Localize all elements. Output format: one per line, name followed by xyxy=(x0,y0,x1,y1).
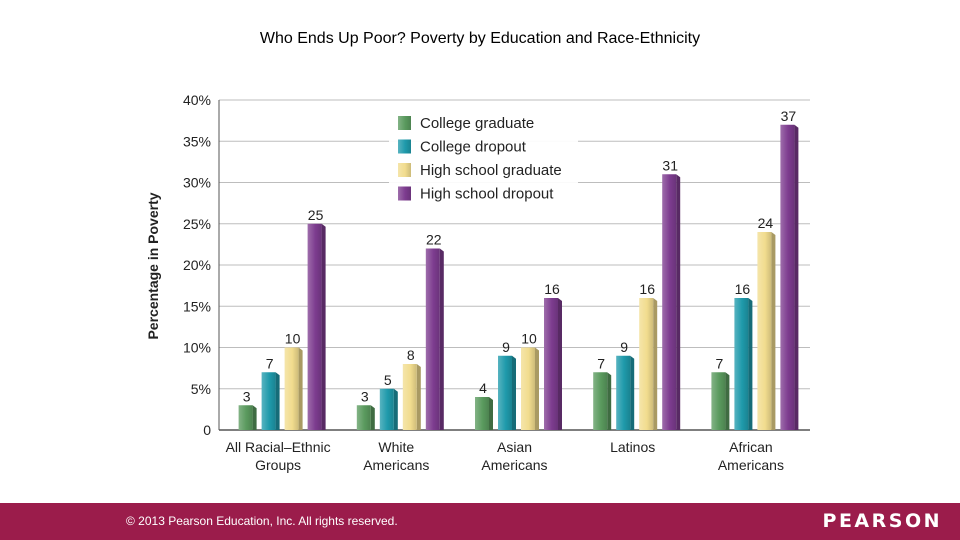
bar-side xyxy=(535,347,539,430)
bar-side xyxy=(653,298,658,430)
data-label: 9 xyxy=(502,339,510,355)
data-label: 16 xyxy=(639,281,655,297)
data-label: 8 xyxy=(407,347,415,363)
data-label: 24 xyxy=(758,215,774,231)
bar-side xyxy=(512,355,516,430)
bar-side xyxy=(558,298,562,430)
bar-side xyxy=(725,372,730,430)
bar xyxy=(307,223,322,430)
x-tick-label: Groups xyxy=(255,457,301,473)
bar-side xyxy=(489,397,493,430)
bar-side xyxy=(298,347,303,430)
bar-side xyxy=(748,298,753,430)
bar-side xyxy=(607,372,612,430)
data-label: 31 xyxy=(662,157,678,173)
bar-side xyxy=(439,248,444,430)
bar xyxy=(711,372,726,430)
bar xyxy=(521,347,535,430)
bar-side xyxy=(676,174,681,430)
data-label: 7 xyxy=(597,355,605,371)
pearson-logo: PEARSON xyxy=(822,510,942,532)
x-tick-label: Latinos xyxy=(610,439,655,455)
bar-side xyxy=(794,124,799,430)
x-tick-label: Asian xyxy=(497,439,532,455)
bar-side xyxy=(416,364,421,430)
x-tick-label: African xyxy=(729,439,773,455)
bar xyxy=(757,232,772,430)
bar-side xyxy=(630,355,635,430)
legend-label: College graduate xyxy=(420,115,534,132)
bar xyxy=(639,298,654,430)
y-tick-labels: 0 5% 10% 15% 20% 25% 30% 35% 40% xyxy=(183,92,211,438)
x-tick-label: Americans xyxy=(481,457,547,473)
data-label: 7 xyxy=(266,355,274,371)
bar xyxy=(425,248,440,430)
bar xyxy=(402,364,417,430)
y-tick-label: 20% xyxy=(183,257,211,273)
y-tick-label: 10% xyxy=(183,340,211,356)
y-axis-label: Percentage in Poverty xyxy=(145,192,161,339)
data-label: 37 xyxy=(781,108,797,124)
data-label: 22 xyxy=(426,232,442,248)
bar xyxy=(475,397,489,430)
data-label: 3 xyxy=(243,388,251,404)
data-label: 10 xyxy=(521,331,537,347)
data-label: 25 xyxy=(308,207,324,223)
bar xyxy=(593,372,608,430)
x-tick-labels: All Racial–Ethnic Groups White Americans Asi… xyxy=(226,439,784,473)
y-tick-label: 0 xyxy=(203,422,211,438)
y-tick-label: 40% xyxy=(183,92,211,108)
legend-swatch xyxy=(398,139,411,154)
x-tick-label: White xyxy=(378,439,414,455)
data-label: 16 xyxy=(544,281,560,297)
bar xyxy=(498,355,512,430)
bar xyxy=(544,298,558,430)
data-label: 9 xyxy=(620,339,628,355)
bar xyxy=(284,347,299,430)
bar xyxy=(734,298,749,430)
legend: College graduate College dropout High scho… xyxy=(389,108,578,206)
data-label: 10 xyxy=(285,331,301,347)
bars xyxy=(238,124,799,430)
bar-side xyxy=(252,405,257,430)
y-tick-label: 5% xyxy=(191,381,211,397)
bar xyxy=(662,174,677,430)
data-label: 16 xyxy=(735,281,751,297)
bar xyxy=(261,372,276,430)
y-tick-label: 35% xyxy=(183,133,211,149)
bar-side xyxy=(393,388,398,430)
poverty-bar-chart: 05%10%15%20%25%30%35%40% 371025358224910… xyxy=(145,92,810,473)
bar xyxy=(379,388,394,430)
bar xyxy=(356,405,371,430)
bar-side xyxy=(771,232,776,430)
legend-label: High school dropout xyxy=(420,186,554,203)
legend-label: High school graduate xyxy=(420,162,562,179)
legend-swatch xyxy=(398,163,411,177)
x-tick-label: Americans xyxy=(363,457,429,473)
x-tick-label: Americans xyxy=(718,457,784,473)
copyright-text: © 2013 Pearson Education, Inc. All right… xyxy=(126,514,398,528)
legend-swatch xyxy=(398,116,411,130)
legend-label: College dropout xyxy=(420,139,527,156)
bar xyxy=(780,124,795,430)
data-label: 5 xyxy=(384,372,392,388)
legend-swatch xyxy=(398,186,411,201)
y-tick-label: 30% xyxy=(183,175,211,191)
x-tick-label: All Racial–Ethnic xyxy=(226,439,331,455)
bar-side xyxy=(321,223,326,430)
footer-bar: © 2013 Pearson Education, Inc. All right… xyxy=(0,503,960,540)
y-tick-label: 25% xyxy=(183,216,211,232)
bar-side xyxy=(275,372,280,430)
bar-side xyxy=(370,405,375,430)
slide-title: Who Ends Up Poor? Poverty by Education a… xyxy=(259,30,701,47)
data-label: 4 xyxy=(479,380,487,396)
bar xyxy=(238,405,253,430)
data-label: 3 xyxy=(361,388,369,404)
bar xyxy=(616,355,631,430)
legend-box xyxy=(389,108,578,206)
y-tick-label: 15% xyxy=(183,298,211,314)
data-label: 7 xyxy=(716,355,724,371)
